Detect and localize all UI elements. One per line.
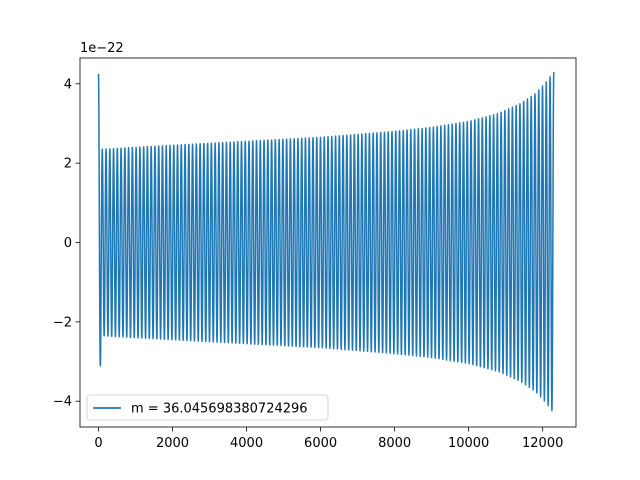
y-tick-label: −2 bbox=[53, 315, 72, 330]
axes-frame bbox=[79, 57, 577, 428]
y-tick-label: 0 bbox=[64, 236, 72, 251]
x-axis-ticks: 0 2000 4000 6000 8000 10000 12000 bbox=[94, 427, 563, 451]
legend-box bbox=[86, 394, 329, 421]
y-tick-label: 4 bbox=[64, 77, 72, 92]
y-tick-label: −4 bbox=[53, 395, 72, 410]
y-tick-label: 2 bbox=[64, 157, 72, 172]
y-axis-ticks: −4 −2 0 2 4 bbox=[53, 77, 80, 410]
plot-area bbox=[97, 71, 555, 412]
x-tick-label: 8000 bbox=[378, 436, 411, 451]
legend: m = 36.045698380724296 bbox=[86, 394, 329, 421]
x-tick-label: 2000 bbox=[156, 436, 189, 451]
y-offset-label: 1e−22 bbox=[80, 41, 124, 56]
series-line bbox=[97, 71, 555, 412]
legend-label: m = 36.045698380724296 bbox=[131, 402, 308, 417]
x-tick-label: 4000 bbox=[230, 436, 263, 451]
x-tick-label: 6000 bbox=[304, 436, 337, 451]
x-tick-label: 10000 bbox=[448, 436, 489, 451]
x-tick-label: 12000 bbox=[522, 436, 563, 451]
x-tick-label: 0 bbox=[94, 436, 102, 451]
